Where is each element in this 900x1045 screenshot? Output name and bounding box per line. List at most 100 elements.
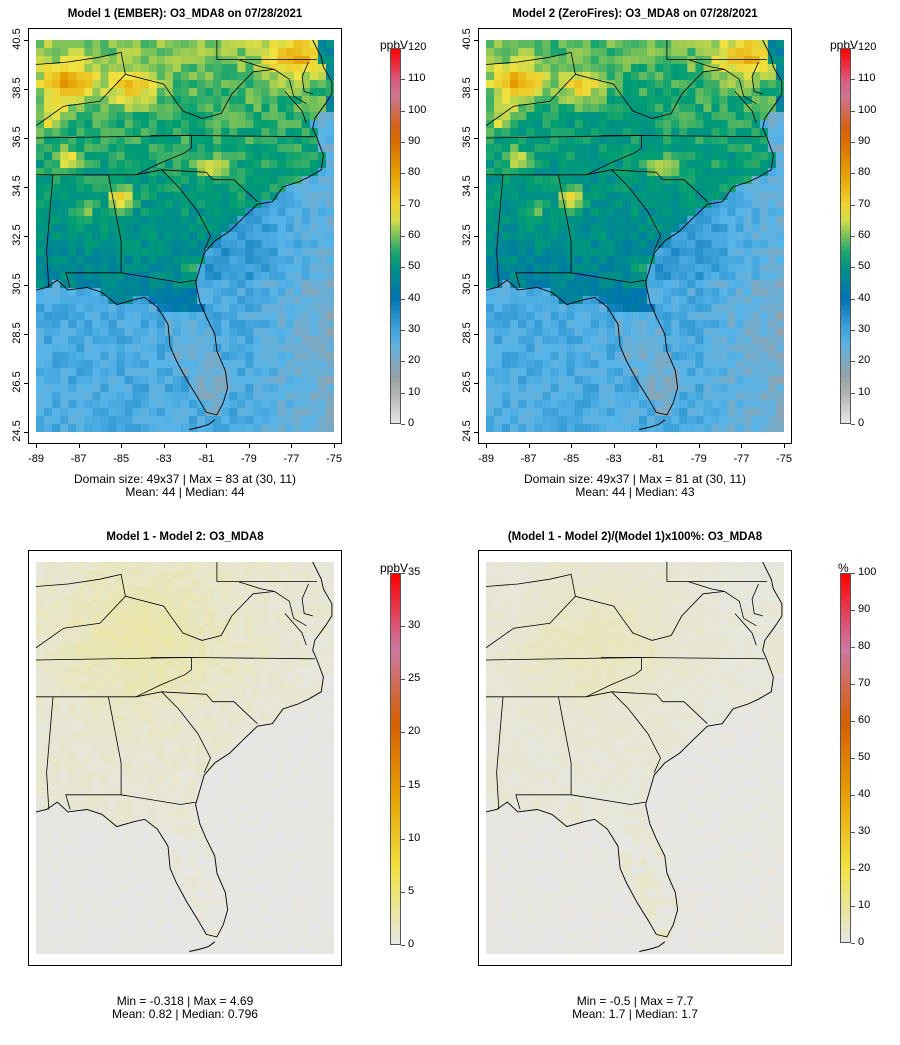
- grid-cell: [655, 64, 664, 73]
- grid-cell: [52, 594, 61, 603]
- grid-cell: [68, 360, 77, 369]
- grid-cell: [221, 80, 230, 89]
- grid-cell: [534, 112, 543, 121]
- grid-cell: [189, 384, 198, 393]
- grid-cell: [100, 192, 110, 201]
- grid-cell: [309, 376, 319, 385]
- grid-cell: [245, 288, 255, 297]
- grid-cell: [735, 192, 745, 201]
- grid-cell: [767, 392, 777, 401]
- grid-cell: [639, 328, 648, 337]
- grid-cell: [663, 88, 672, 97]
- grid-cell: [309, 296, 319, 305]
- grid-cell: [189, 128, 198, 137]
- grid-cell: [622, 40, 632, 49]
- grid-cell: [671, 256, 680, 265]
- grid-cell: [253, 682, 263, 691]
- grid-cell: [614, 224, 624, 233]
- grid-cell: [245, 714, 255, 723]
- grid-cell: [510, 56, 519, 65]
- grid-cell: [687, 168, 696, 177]
- grid-cell: [735, 48, 745, 57]
- grid-cell: [124, 128, 134, 137]
- grid-cell: [60, 786, 69, 795]
- grid-cell: [711, 104, 721, 113]
- grid-cell: [197, 602, 206, 611]
- grid-cell: [68, 586, 77, 595]
- grid-cell: [309, 136, 319, 145]
- grid-cell: [526, 248, 535, 257]
- grid-cell: [663, 160, 672, 169]
- grid-cell: [309, 168, 319, 177]
- grid-cell: [156, 810, 166, 819]
- grid-cell: [510, 160, 519, 169]
- grid-cell: [285, 136, 295, 145]
- grid-cell: [309, 730, 319, 739]
- grid-cell: [205, 618, 214, 627]
- grid-cell: [614, 112, 624, 121]
- grid-cell: [510, 328, 519, 337]
- grid-cell: [164, 570, 174, 579]
- grid-cell: [277, 730, 287, 739]
- grid-cell: [52, 168, 61, 177]
- grid-cell: [108, 288, 118, 297]
- grid-cell: [534, 344, 543, 353]
- grid-cell: [293, 778, 303, 787]
- grid-cell: [156, 144, 166, 153]
- grid-cell: [60, 128, 69, 137]
- grid-cell: [52, 818, 61, 827]
- grid-cell: [711, 232, 721, 241]
- y-tick-label: 32.5: [11, 224, 23, 246]
- grid-cell: [285, 802, 295, 811]
- grid-cell: [614, 104, 624, 113]
- grid-cell: [116, 128, 126, 137]
- grid-cells: [36, 562, 334, 954]
- grid-cell: [124, 224, 134, 233]
- grid-cell: [84, 128, 93, 137]
- grid-cell: [622, 424, 632, 432]
- grid-cell: [574, 360, 584, 369]
- grid-cell: [671, 200, 680, 209]
- grid-cell: [695, 416, 705, 425]
- grid-cell: [237, 280, 246, 289]
- grid-cell: [534, 144, 543, 153]
- grid-cell: [518, 368, 527, 377]
- grid-cell: [269, 168, 279, 177]
- grid-cell: [205, 682, 214, 691]
- grid-cell: [695, 256, 705, 265]
- grid-cell: [261, 120, 271, 129]
- grid-cell: [132, 786, 142, 795]
- grid-cell: [132, 136, 142, 145]
- grid-cell: [189, 770, 198, 779]
- grid-cell: [566, 208, 576, 217]
- grid-cell: [205, 40, 214, 49]
- grid-cell: [711, 240, 721, 249]
- grid-cell: [317, 208, 327, 217]
- grid-cell: [213, 786, 222, 795]
- grid-cell: [197, 570, 206, 579]
- grid-cell: [156, 770, 166, 779]
- grid-cell: [309, 208, 319, 217]
- grid-cell: [172, 64, 182, 73]
- grid-cell: [205, 392, 214, 401]
- grid-cell: [269, 392, 279, 401]
- grid-cell: [172, 312, 182, 321]
- grid-cell: [751, 384, 761, 393]
- grid-cell: [253, 280, 263, 289]
- grid-cell: [325, 810, 334, 819]
- grid-cell: [172, 56, 182, 65]
- grid-cell: [172, 594, 182, 603]
- grid-cell: [582, 120, 592, 129]
- grid-cell: [229, 778, 238, 787]
- grid-cell: [100, 336, 110, 345]
- grid-cell: [598, 424, 608, 432]
- grid-cell: [245, 352, 255, 361]
- grid-cell: [647, 120, 656, 129]
- grid-cell: [293, 408, 303, 417]
- colorbar-tick-mark: [851, 110, 855, 112]
- grid-cell: [309, 594, 319, 603]
- grid-cell: [44, 240, 53, 249]
- grid-cell: [76, 176, 85, 185]
- grid-cell: [261, 586, 271, 595]
- grid-cell: [221, 144, 230, 153]
